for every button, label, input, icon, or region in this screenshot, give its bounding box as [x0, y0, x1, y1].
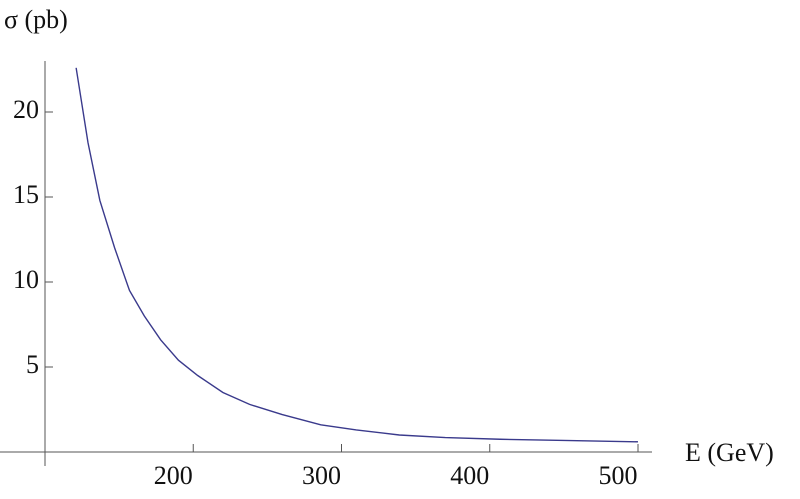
y-axis-label: σ (pb): [4, 5, 68, 34]
x-tick-label: 200: [154, 461, 193, 490]
y-tick-label: 10: [13, 265, 39, 294]
y-tick-label: 15: [13, 180, 39, 209]
y-tick-label: 5: [26, 350, 39, 379]
x-tick-label: 500: [599, 461, 638, 490]
x-tick-label: 300: [302, 461, 341, 490]
line-series: [75, 67, 639, 443]
y-tick-label: 20: [13, 95, 39, 124]
x-tick-label: 400: [450, 461, 489, 490]
x-axis-label: E (GeV): [685, 438, 774, 467]
